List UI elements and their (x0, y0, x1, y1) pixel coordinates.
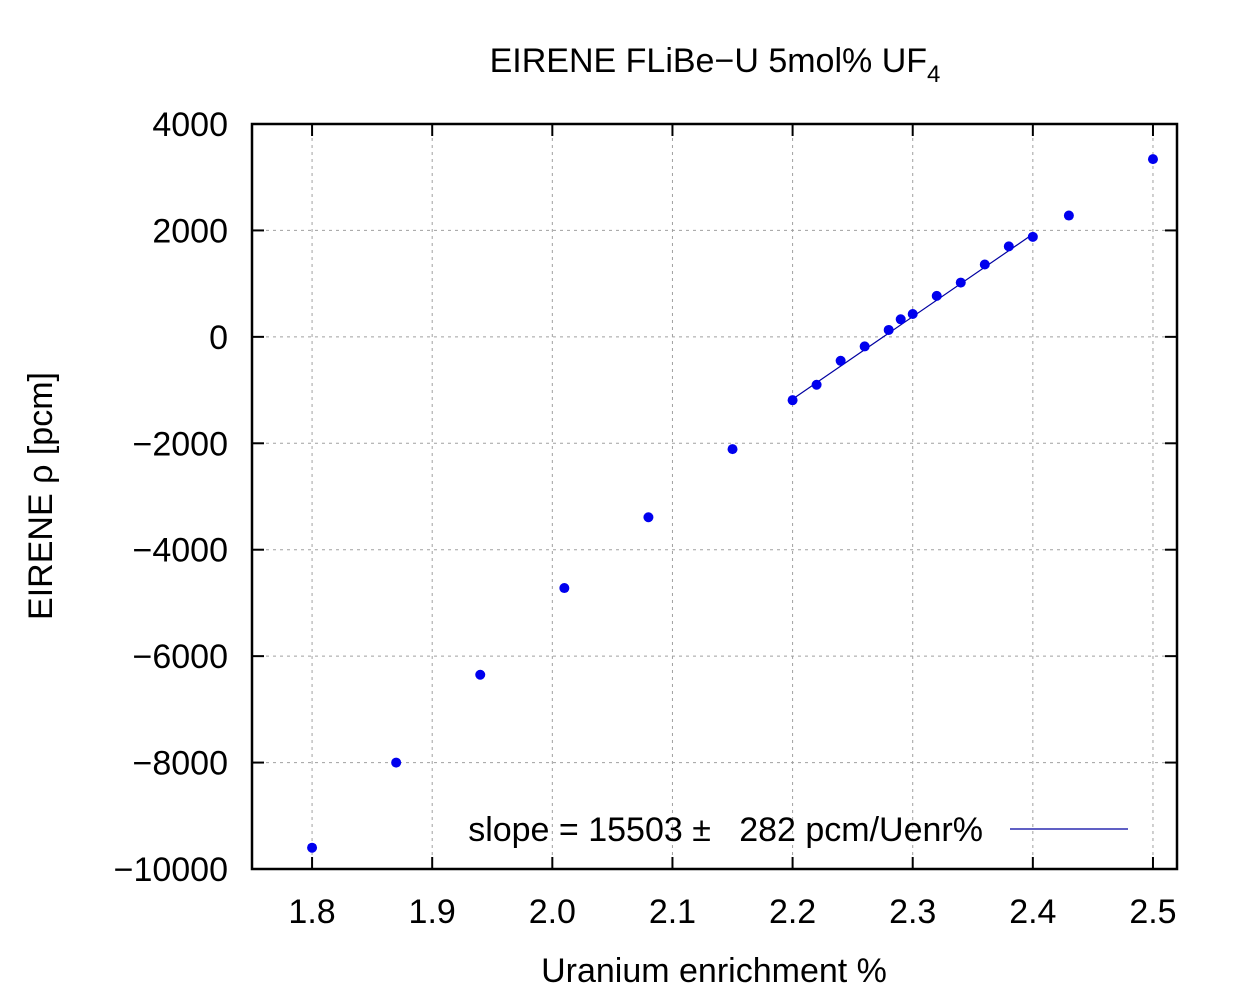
grid (252, 124, 1177, 869)
ticks (252, 123, 1177, 870)
x-tick-label: 2.1 (649, 893, 696, 931)
y-tick-label: −10000 (114, 851, 228, 889)
chart-title-main: EIRENE FLiBe−U 5mol% UF (490, 42, 927, 80)
y-tick-label: 2000 (152, 212, 228, 250)
data-point (907, 308, 918, 319)
x-tick-label: 1.9 (409, 893, 456, 931)
x-tick-label: 2.4 (1009, 893, 1056, 931)
data-point (955, 277, 966, 288)
plot-frame (250, 122, 1179, 871)
x-tick-label: 1.8 (288, 893, 335, 931)
data-point (895, 314, 906, 325)
data-point (1063, 210, 1074, 221)
y-tick-label: −2000 (133, 425, 229, 463)
x-axis-title: Uranium enrichment % (541, 952, 887, 990)
legend-label: slope = 15503 ± 282 pcm/Uenr% (468, 811, 983, 849)
data-point (391, 757, 402, 768)
y-tick-label: −8000 (133, 745, 229, 783)
chart-title-subscript: 4 (927, 61, 940, 88)
data-point (883, 324, 894, 335)
y-tick-labels: 4000 2000 0 −2000 −4000 −6000 −8000 −10000 (114, 106, 228, 889)
x-tick-label: 2.2 (769, 893, 816, 931)
data-point (1027, 231, 1038, 242)
data-point (559, 583, 570, 594)
chart-title: EIRENE FLiBe−U 5mol% UF4 (490, 42, 941, 88)
data-point (643, 512, 654, 523)
y-tick-label: 4000 (152, 106, 228, 144)
data-point (811, 379, 822, 390)
x-tick-label: 2.3 (889, 893, 936, 931)
x-tick-label: 2.5 (1129, 893, 1176, 931)
x-tick-label: 2.0 (529, 893, 576, 931)
data-point (859, 341, 870, 352)
legend: slope = 15503 ± 282 pcm/Uenr% (468, 811, 1128, 849)
points-layer (307, 154, 1158, 853)
x-tick-labels: 1.8 1.9 2.0 2.1 2.2 2.3 2.4 2.5 (288, 893, 1176, 931)
data-point (1147, 154, 1158, 165)
y-tick-label: 0 (209, 319, 228, 357)
y-axis-title: EIRENE ρ [pcm] (22, 372, 60, 620)
data-point (931, 290, 942, 301)
y-tick-label: −6000 (133, 638, 229, 676)
y-tick-label: −4000 (133, 532, 229, 570)
data-point (787, 395, 798, 406)
data-point (727, 444, 738, 455)
data-point (979, 259, 990, 270)
data-point (835, 355, 846, 366)
data-point (1003, 241, 1014, 252)
data-point (307, 842, 318, 853)
data-point (475, 669, 486, 680)
